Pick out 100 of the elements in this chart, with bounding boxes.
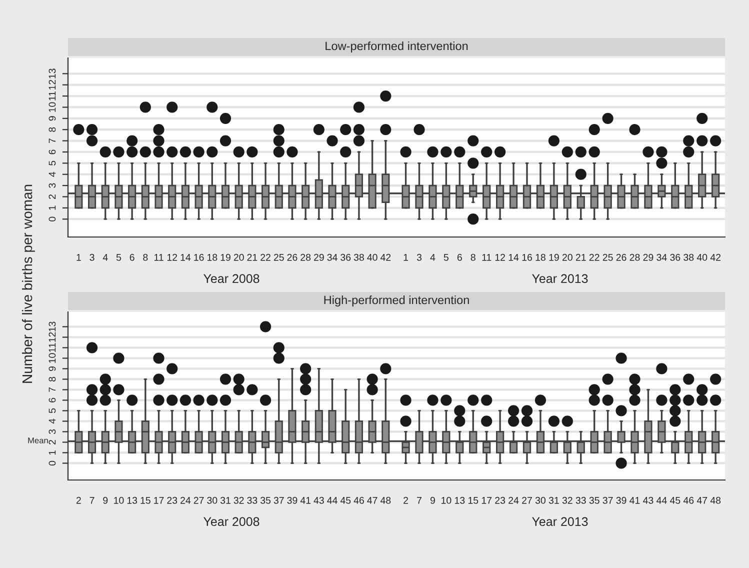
y-tick-label: 1 bbox=[48, 206, 56, 210]
y-tick-label: 0 bbox=[48, 460, 56, 466]
y-tick-label: 11 bbox=[48, 343, 56, 352]
x-tick-label: 29 bbox=[314, 254, 324, 261]
y-axis-title: Number of live births per woman bbox=[22, 184, 35, 383]
x-tick-label: 33 bbox=[247, 496, 258, 504]
x-tick-label: 45 bbox=[670, 497, 680, 504]
x-tick-label: 37 bbox=[602, 496, 613, 504]
y-tick-label: 7 bbox=[48, 138, 56, 143]
ref-line-label: Mean bbox=[28, 438, 48, 444]
x-tick-label: 11 bbox=[482, 254, 492, 261]
x-tick-label: 16 bbox=[522, 254, 532, 261]
x-tick-label: 14 bbox=[180, 254, 191, 261]
x-tick-label: 41 bbox=[300, 497, 311, 504]
x-tick-label: 17 bbox=[154, 497, 164, 504]
x-axis-title: Year 2008 bbox=[204, 274, 260, 284]
x-tick-label: 9 bbox=[430, 496, 435, 504]
x-tick-label: 28 bbox=[630, 254, 640, 261]
x-tick-label: 2 bbox=[76, 496, 81, 504]
x-tick-label: 28 bbox=[300, 254, 311, 261]
x-tick-label: 44 bbox=[656, 497, 667, 504]
x-tick-label: 36 bbox=[340, 254, 351, 261]
x-tick-label: 24 bbox=[180, 496, 191, 504]
x-tick-label: 14 bbox=[508, 254, 519, 261]
x-tick-label: 30 bbox=[535, 496, 546, 504]
y-tick-label: 7 bbox=[48, 387, 56, 392]
y-tick-label: 2 bbox=[48, 194, 56, 199]
x-tick-label: 38 bbox=[684, 254, 694, 261]
x-axis-title: Year 2013 bbox=[532, 274, 588, 284]
x-tick-label: 41 bbox=[630, 497, 640, 504]
x-tick-label: 45 bbox=[340, 497, 351, 504]
x-tick-label: 35 bbox=[589, 496, 600, 504]
x-tick-label: 39 bbox=[616, 496, 626, 504]
x-tick-label: 36 bbox=[670, 254, 680, 261]
x-tick-label: 4 bbox=[430, 254, 436, 261]
y-tick-label: 11 bbox=[48, 91, 56, 100]
y-tick-label: 10 bbox=[48, 102, 56, 112]
y-tick-label: 13 bbox=[48, 322, 56, 332]
x-tick-label: 20 bbox=[562, 254, 572, 261]
x-tick-label: 3 bbox=[416, 254, 422, 261]
y-tick-label: 2 bbox=[48, 440, 56, 444]
x-tick-label: 5 bbox=[116, 254, 122, 261]
x-tick-label: 1 bbox=[76, 254, 81, 261]
x-tick-label: 31 bbox=[548, 496, 559, 504]
x-tick-label: 4 bbox=[102, 254, 108, 261]
x-tick-label: 15 bbox=[468, 497, 478, 504]
x-tick-label: 9 bbox=[103, 496, 108, 504]
x-tick-label: 10 bbox=[442, 496, 452, 504]
x-tick-label: 7 bbox=[417, 497, 422, 504]
x-tick-label: 27 bbox=[194, 496, 204, 504]
x-tick-label: 20 bbox=[234, 254, 244, 261]
x-tick-label: 19 bbox=[220, 254, 230, 261]
chart-title: Low-performed intervention bbox=[326, 42, 468, 53]
x-tick-label: 42 bbox=[380, 254, 391, 261]
y-tick-label: 8 bbox=[48, 127, 56, 132]
x-tick-label: 21 bbox=[247, 254, 258, 261]
x-tick-label: 16 bbox=[194, 254, 204, 261]
x-tick-label: 32 bbox=[234, 496, 244, 504]
y-tick-label: 3 bbox=[48, 429, 56, 434]
y-tick-label: 8 bbox=[48, 376, 56, 382]
y-tick-label: 6 bbox=[48, 398, 56, 402]
x-tick-label: 34 bbox=[327, 254, 338, 261]
y-tick-label: 5 bbox=[48, 160, 56, 166]
x-tick-label: 23 bbox=[167, 496, 178, 504]
y-tick-label: 0 bbox=[48, 216, 56, 222]
x-tick-label: 10 bbox=[114, 496, 124, 504]
y-tick-label: 9 bbox=[48, 366, 56, 371]
x-tick-label: 31 bbox=[220, 496, 230, 504]
x-tick-label: 42 bbox=[710, 254, 720, 261]
x-tick-label: 46 bbox=[354, 496, 364, 504]
x-tick-label: 25 bbox=[274, 254, 284, 261]
y-tick-label: 5 bbox=[48, 408, 56, 414]
x-tick-label: 6 bbox=[130, 254, 134, 261]
x-tick-label: 13 bbox=[454, 496, 465, 504]
y-tick-label: 12 bbox=[48, 332, 56, 342]
x-tick-label: 2 bbox=[404, 496, 408, 504]
y-tick-label: 3 bbox=[48, 183, 56, 188]
y-tick-label: 9 bbox=[48, 116, 56, 121]
x-tick-label: 47 bbox=[696, 497, 708, 504]
x-tick-label: 12 bbox=[495, 254, 505, 261]
x-tick-label: 23 bbox=[495, 496, 506, 504]
x-tick-label: 22 bbox=[260, 254, 270, 261]
x-tick-label: 5 bbox=[444, 254, 448, 261]
y-tick-label: 4 bbox=[48, 418, 56, 424]
x-tick-label: 34 bbox=[656, 254, 667, 261]
x-tick-label: 35 bbox=[260, 496, 271, 504]
x-tick-label: 1 bbox=[404, 254, 408, 261]
x-tick-label: 15 bbox=[140, 497, 150, 504]
x-axis-title: Year 2008 bbox=[204, 517, 260, 526]
x-tick-label: 30 bbox=[207, 496, 218, 504]
y-tick-label: 6 bbox=[48, 150, 56, 154]
x-tick-label: 38 bbox=[354, 254, 364, 261]
x-tick-label: 3 bbox=[90, 254, 94, 261]
x-tick-label: 22 bbox=[589, 254, 600, 261]
x-tick-label: 17 bbox=[482, 497, 492, 504]
x-tick-label: 43 bbox=[314, 496, 324, 504]
x-tick-label: 18 bbox=[207, 254, 218, 261]
x-tick-label: 26 bbox=[616, 254, 626, 261]
x-tick-label: 39 bbox=[287, 496, 298, 504]
x-tick-label: 40 bbox=[696, 254, 708, 261]
